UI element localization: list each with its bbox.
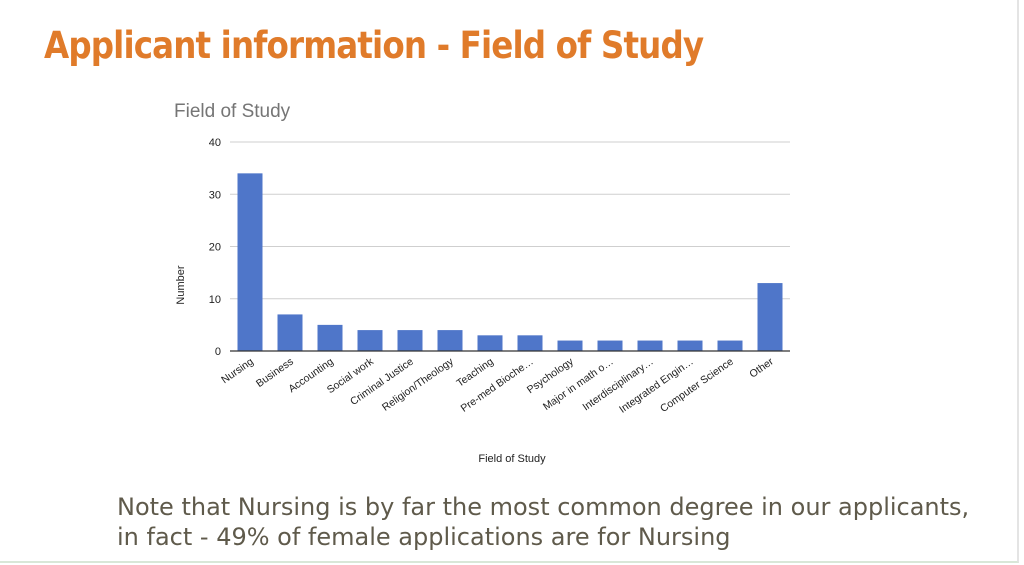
x-axis-label: Field of Study: [478, 453, 546, 465]
x-tick-label: Nursing: [219, 356, 256, 387]
y-axis-ticks: 0 10 20 30 40: [209, 137, 221, 358]
bar: [477, 335, 503, 351]
y-tick-label: 0: [215, 346, 221, 358]
y-tick-label: 10: [209, 294, 221, 306]
bar: [717, 340, 743, 351]
y-tick-label: 40: [209, 137, 221, 149]
bar: [357, 330, 383, 351]
bar: [437, 330, 463, 351]
chart-title: Field of Study: [174, 101, 291, 122]
chart-gridlines: [230, 141, 790, 300]
bar: [277, 314, 303, 351]
bar: [517, 335, 543, 351]
slide-title: Applicant information - Field of Study: [44, 24, 704, 67]
x-tick-label: Major in math o…: [541, 356, 616, 413]
field-of-study-chart: Field of Study 0 10 20 30 40 NursingBusiness…: [174, 101, 790, 465]
x-tick-label: Other: [747, 355, 776, 380]
x-tick-label: Pre-med Bioche…: [459, 356, 536, 415]
y-tick-label: 20: [209, 242, 221, 254]
bar: [397, 330, 423, 351]
bar: [317, 324, 343, 351]
bar: [237, 173, 263, 351]
bar: [677, 340, 703, 351]
chart-bars: [237, 173, 783, 351]
bar: [757, 283, 783, 351]
x-tick-label: Integrated Engin…: [617, 356, 696, 416]
y-axis-label: Number: [175, 265, 187, 304]
x-tick-label: Religion/Theology: [380, 355, 456, 413]
x-tick-label: Computer Science: [658, 356, 736, 415]
y-tick-label: 30: [209, 189, 221, 201]
bar: [557, 340, 583, 351]
slide-note: Note that Nursing is by far the most com…: [117, 493, 970, 551]
bar: [637, 340, 663, 351]
bar: [597, 340, 623, 351]
